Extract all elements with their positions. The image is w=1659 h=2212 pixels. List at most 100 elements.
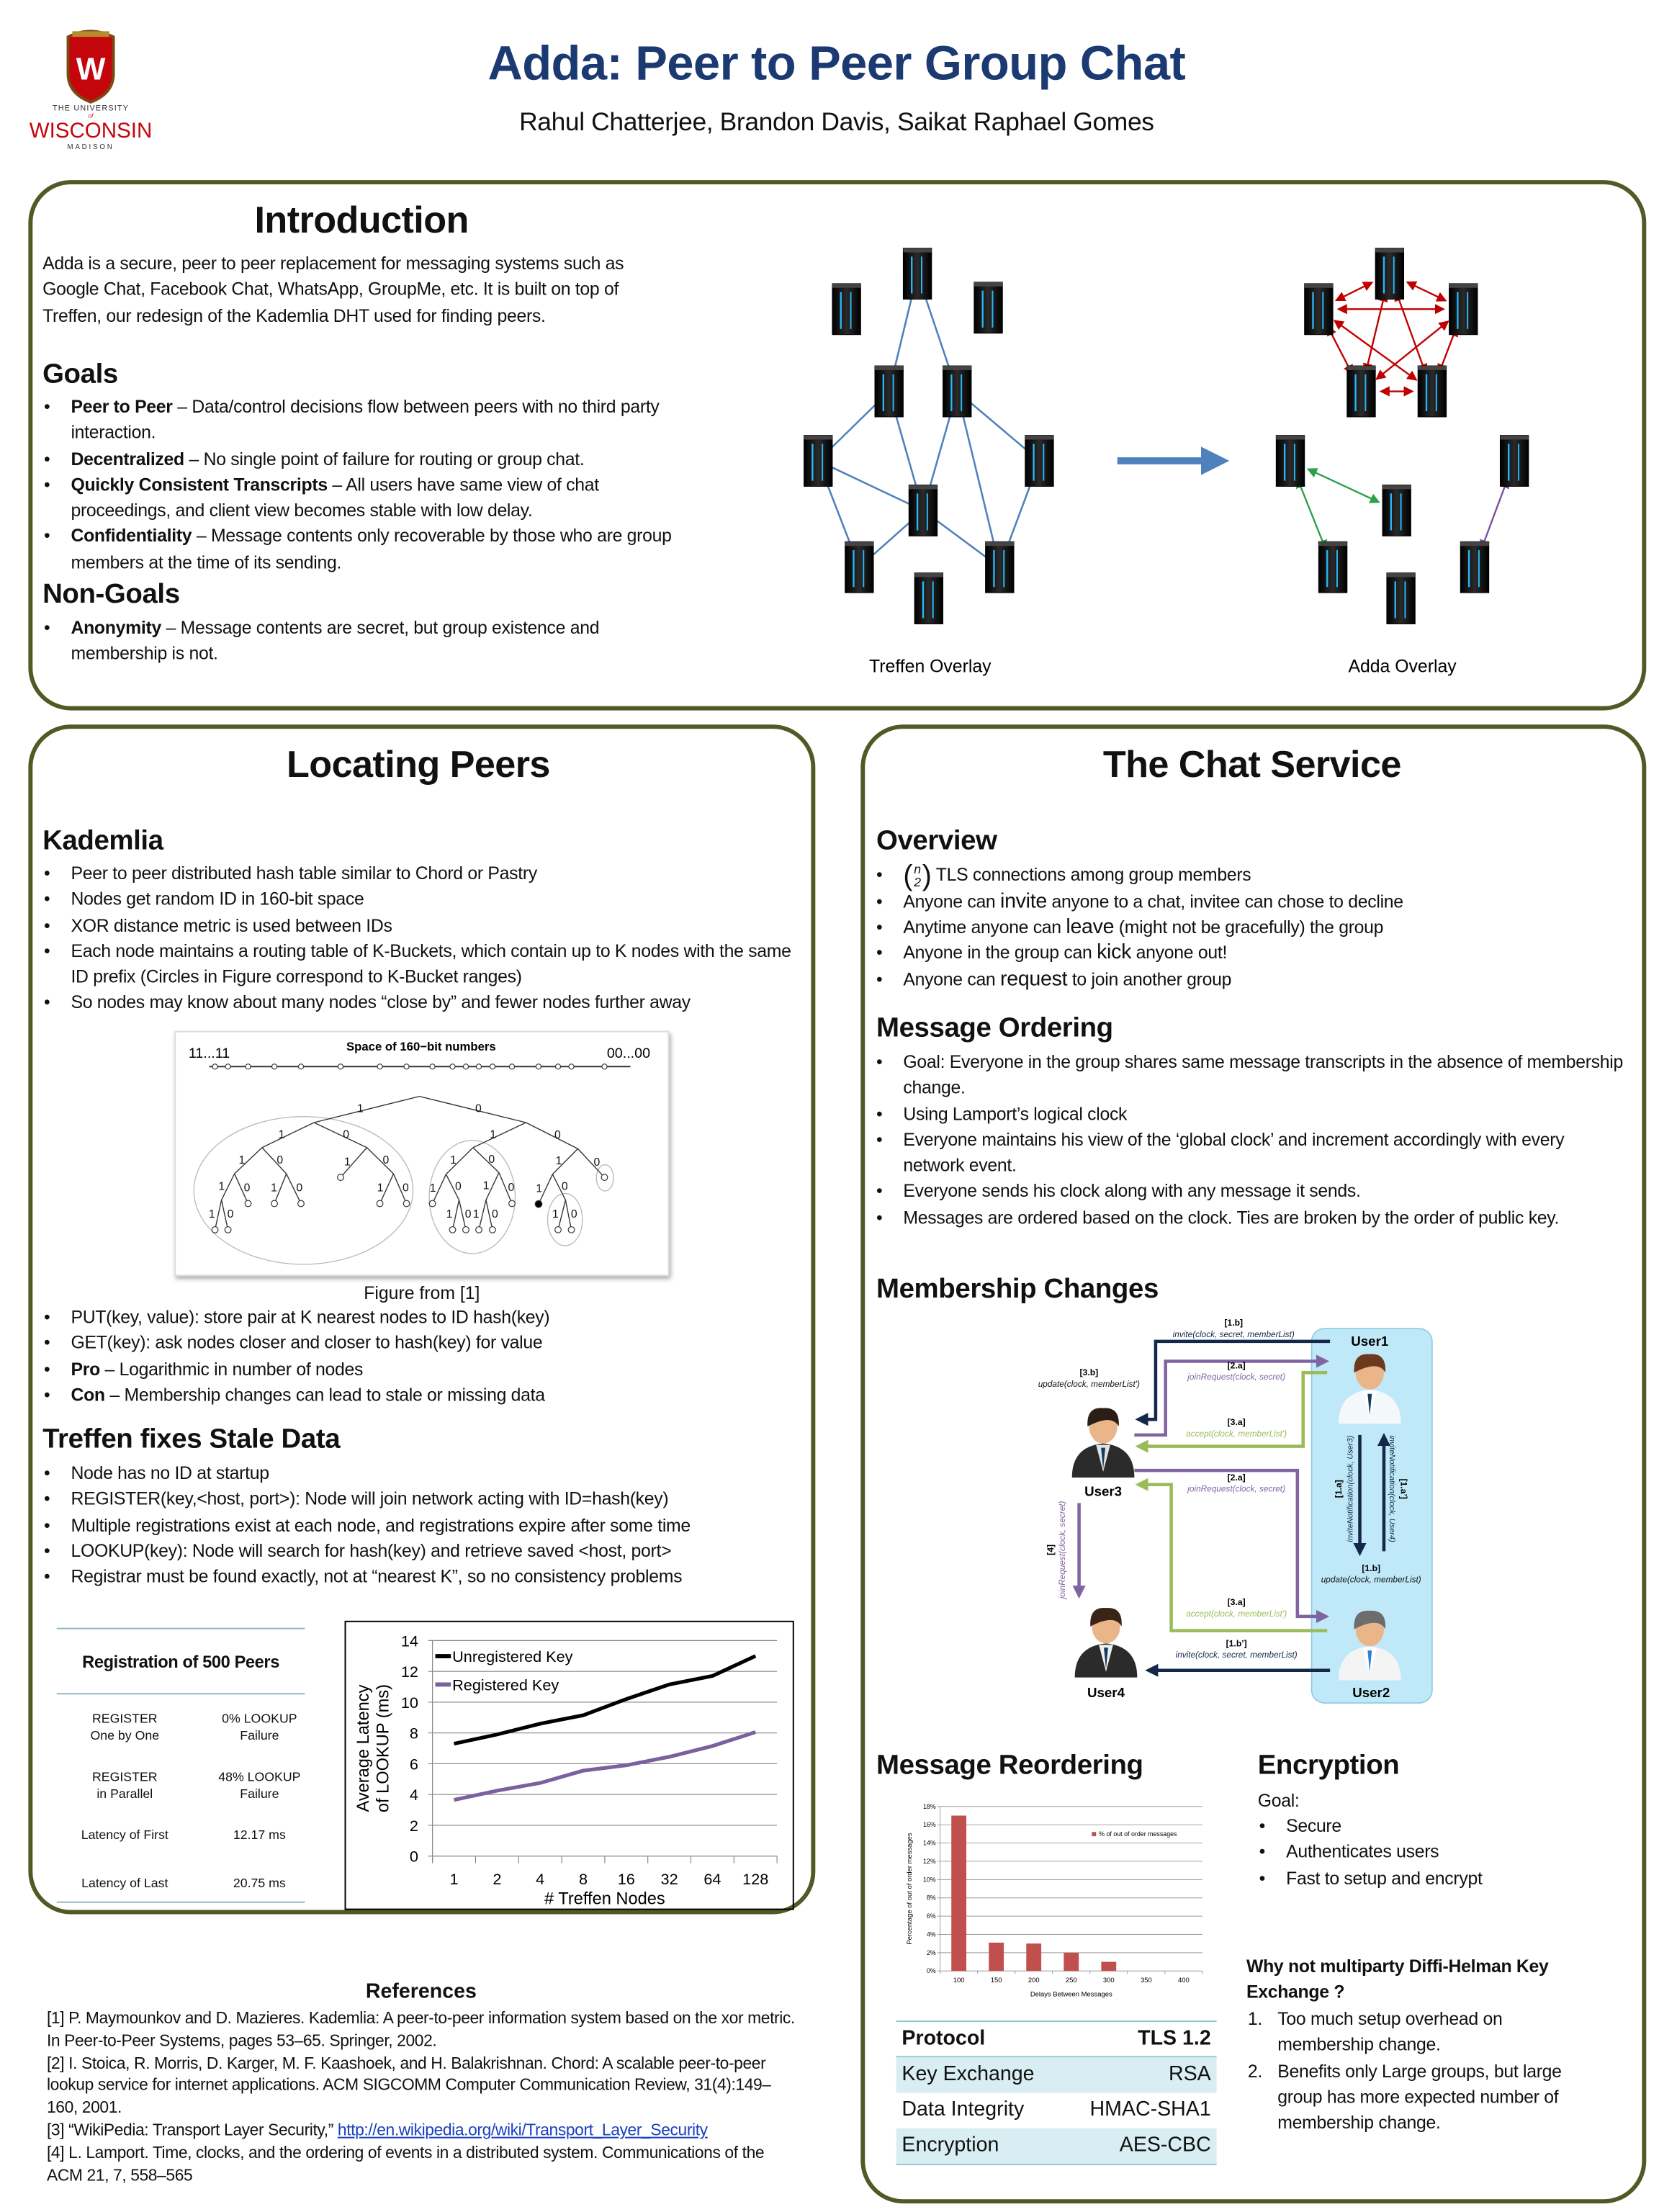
list-item: Anyone can request to join another group	[875, 966, 1634, 993]
message-arrow	[1134, 1354, 1330, 1437]
server-top	[985, 541, 1014, 547]
reference-link[interactable]: http://en.wikipedia.org/wiki/Transport_L…	[337, 2121, 708, 2140]
item-text: – Message contents only recoverable by t…	[71, 526, 672, 573]
server-top	[875, 366, 904, 370]
branch-bit-label: 1	[271, 1182, 277, 1195]
chat-service-heading: The Chat Service	[1102, 742, 1402, 786]
overlay-link	[817, 459, 924, 512]
svg-text:WISCONSIN: WISCONSIN	[30, 119, 153, 143]
server-top	[1382, 485, 1411, 490]
goals-list: Peer to Peer – Data/control decisions fl…	[42, 394, 673, 575]
id-node	[245, 1064, 251, 1070]
y-tick-label: 16%	[923, 1821, 936, 1828]
university-logo: W THE UNIVERSITY of WISCONSIN MADISON	[25, 23, 156, 156]
server-body	[1499, 435, 1529, 487]
tree-branch	[419, 1095, 526, 1123]
message-arrow	[1135, 1478, 1328, 1632]
cell-line: 0% LOOKUP	[222, 1711, 297, 1726]
item-text: Each node maintains a routing table of K…	[71, 941, 791, 987]
registration-row-label: REGISTER One by One	[61, 1710, 189, 1744]
list-item: (n2) TLS connections among group members	[875, 862, 1634, 890]
x-tick-label: 300	[1103, 1977, 1115, 1984]
id-node	[568, 1064, 575, 1070]
server-top	[1318, 541, 1347, 547]
id-node	[271, 1064, 278, 1070]
tree-branch	[552, 1148, 578, 1175]
server-body	[1386, 572, 1416, 624]
adda-overlay-label: Adda Overlay	[1348, 657, 1457, 676]
server-body	[832, 283, 861, 336]
server-body	[1304, 283, 1334, 336]
branch-bit-label: 1	[446, 1208, 453, 1220]
series-line	[453, 1654, 757, 1746]
list-item: Peer to Peer – Data/control decisions fl…	[42, 394, 673, 446]
x-tick-label: 150	[991, 1977, 1002, 1984]
crest-letter: W	[76, 52, 106, 86]
list-item: XOR distance metric is used between IDs	[42, 912, 801, 939]
item-text: – Data/control decisions flow between pe…	[71, 397, 660, 443]
message-tag: [3.b]	[1080, 1367, 1099, 1377]
x-tick-label: 8	[579, 1870, 588, 1888]
branch-bit-label: 1	[450, 1154, 457, 1166]
server-top	[943, 366, 971, 370]
tree-branch	[340, 1147, 368, 1178]
reference-item: [2] I. Stoica, R. Morris, D. Karger, M. …	[47, 2053, 799, 2120]
tree-branch	[367, 1147, 394, 1174]
overlay-link	[956, 391, 1001, 567]
tree-branch	[446, 1147, 474, 1175]
y-tick-label: 18%	[923, 1803, 936, 1810]
group-connection-arrow	[1306, 468, 1380, 503]
list-item: Authenticates users	[1258, 1840, 1612, 1866]
x-tick-label: 250	[1066, 1977, 1077, 1984]
y-tick-label: 6%	[927, 1912, 936, 1920]
list-item: Benefits only Large groups, but large gr…	[1246, 2059, 1601, 2136]
list-item: Node has no ID at startup	[42, 1460, 801, 1487]
item-text: Secure	[1286, 1816, 1341, 1837]
tree-branch	[552, 1174, 566, 1200]
cell-line: REGISTER	[91, 1769, 158, 1784]
item-term: Pro	[71, 1359, 100, 1380]
registration-row-label: Latency of Last	[61, 1874, 189, 1892]
branch-bit-label: 0	[228, 1208, 234, 1220]
message-arrow	[1134, 1468, 1330, 1623]
introduction-panel	[28, 180, 1647, 711]
kademlia-tree-figure: Space of 160−bit numbers 11...11 00...00…	[189, 1040, 650, 1265]
list-item: Goal: Everyone in the group shares same …	[875, 1049, 1627, 1101]
server-body	[1346, 365, 1376, 418]
branch-bit-label: 1	[218, 1180, 225, 1192]
server-top	[1500, 435, 1529, 440]
server-icon	[1318, 541, 1348, 593]
cell-line: Latency of Last	[81, 1876, 168, 1890]
locating-peers-panel	[28, 724, 816, 1915]
item-text: Anytime anyone can	[903, 917, 1066, 938]
server-body	[974, 282, 1003, 334]
server-body	[985, 541, 1015, 593]
item-text: Using Lamport’s logical clock	[903, 1104, 1128, 1124]
protocol-value: HMAC-SHA1	[1089, 2098, 1211, 2121]
id-node	[212, 1064, 218, 1070]
figure-title: Space of 160−bit numbers	[346, 1040, 496, 1053]
y-tick-label: 4	[410, 1786, 418, 1804]
x-tick-label: 2	[493, 1870, 501, 1888]
server-top	[1346, 366, 1376, 370]
table-rule	[56, 1901, 305, 1903]
item-text: Messages are ordered based on the clock.…	[903, 1208, 1560, 1228]
group-connection-arrow	[1375, 320, 1449, 380]
branch-bit-label: 0	[296, 1182, 302, 1195]
item-text: Nodes get random ID in 160-bit space	[71, 889, 364, 909]
x-tick-label: 1	[449, 1870, 458, 1888]
message-arrow	[1135, 1339, 1331, 1426]
message-call: invite(clock, secret, memberList)	[1176, 1650, 1298, 1660]
figure-caption: Figure from [1]	[364, 1283, 480, 1303]
y-axis-label: of LOOKUP (ms)	[374, 1684, 393, 1812]
list-item: REGISTER(key,<host, port>): Node will jo…	[42, 1486, 801, 1513]
item-text: GET(key): ask nodes closer and closer to…	[71, 1333, 543, 1354]
message-ordering-list: Goal: Everyone in the group shares same …	[875, 1049, 1627, 1231]
item-text: PUT(key, value): store pair at K nearest…	[71, 1307, 550, 1328]
server-icon	[985, 541, 1015, 593]
bar	[1026, 1943, 1042, 1972]
group-connection-arrow	[1437, 325, 1458, 374]
cell-line: Latency of First	[81, 1827, 168, 1843]
chat-service-panel	[860, 724, 1647, 2204]
tree-branch	[557, 1200, 567, 1231]
